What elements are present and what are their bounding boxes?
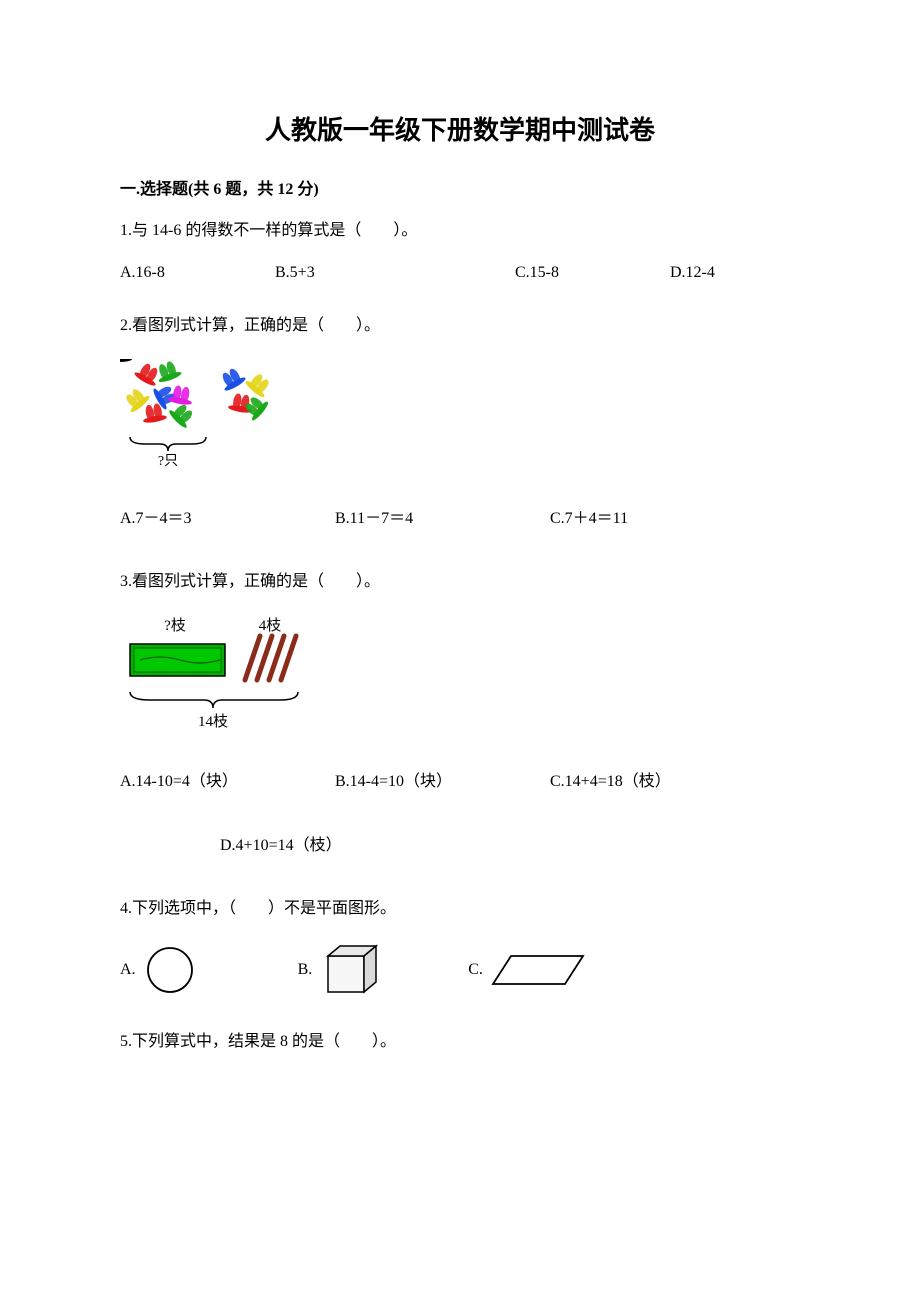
q2-fig-label: ?只 (158, 454, 178, 469)
svg-text:14枝: 14枝 (198, 713, 228, 730)
q3-text: 3.看图列式计算，正确的是（ ）。 (120, 568, 800, 597)
q1-options: A.16-8 B.5+3 C.15-8 D.12-4 (120, 264, 800, 282)
q3-opt-a: A.14-10=4（块） (120, 767, 335, 791)
q4-opt-c: C. (468, 948, 589, 992)
q3-options: A.14-10=4（块） B.14-4=10（块） C.14+4=18（枝） (120, 767, 800, 791)
q3-figure: ?枝 4枝 14枝 (120, 614, 800, 739)
q1-opt-b: B.5+3 (275, 264, 515, 282)
q2-opt-c: C.7＋4＝11 (550, 504, 800, 528)
q1-text: 1.与 14-6 的得数不一样的算式是（ ）。 (120, 217, 800, 246)
q2-opt-b: B.11－7＝4 (335, 504, 550, 528)
q3-opt-b: B.14-4=10（块） (335, 767, 550, 791)
circle-icon (142, 945, 198, 995)
q3-opt-c: C.14+4=18（枝） (550, 767, 790, 791)
q4-options: A. B. C. (120, 942, 800, 998)
q1-opt-c: C.15-8 (515, 264, 670, 282)
q2-opt-a: A.7－4＝3 (120, 504, 335, 528)
q4-c-label: C. (468, 961, 483, 979)
q1-opt-d: D.12-4 (670, 264, 800, 282)
q3-opt-d: D.4+10=14（枝） (220, 831, 800, 855)
svg-text:4枝: 4枝 (259, 617, 282, 634)
q4-opt-a: A. (120, 945, 198, 995)
q4-b-label: B. (298, 961, 313, 979)
section-header: 一.选择题(共 6 题，共 12 分) (120, 175, 800, 199)
q4-a-label: A. (120, 961, 136, 979)
parallelogram-icon (489, 948, 589, 992)
q1-opt-a: A.16-8 (120, 264, 275, 282)
cube-icon (318, 942, 388, 998)
q4-opt-b: B. (298, 942, 389, 998)
q4-text: 4.下列选项中，（ ）不是平面图形。 (120, 895, 800, 924)
q2-text: 2.看图列式计算，正确的是（ ）。 (120, 312, 800, 341)
q5-text: 5.下列算式中，结果是 8 的是（ ）。 (120, 1028, 800, 1057)
svg-text:?枝: ?枝 (164, 617, 186, 634)
q2-options: A.7－4＝3 B.11－7＝4 C.7＋4＝11 (120, 504, 800, 528)
q2-figure: ?只 (120, 359, 800, 474)
page-title: 人教版一年级下册数学期中测试卷 (120, 110, 800, 147)
